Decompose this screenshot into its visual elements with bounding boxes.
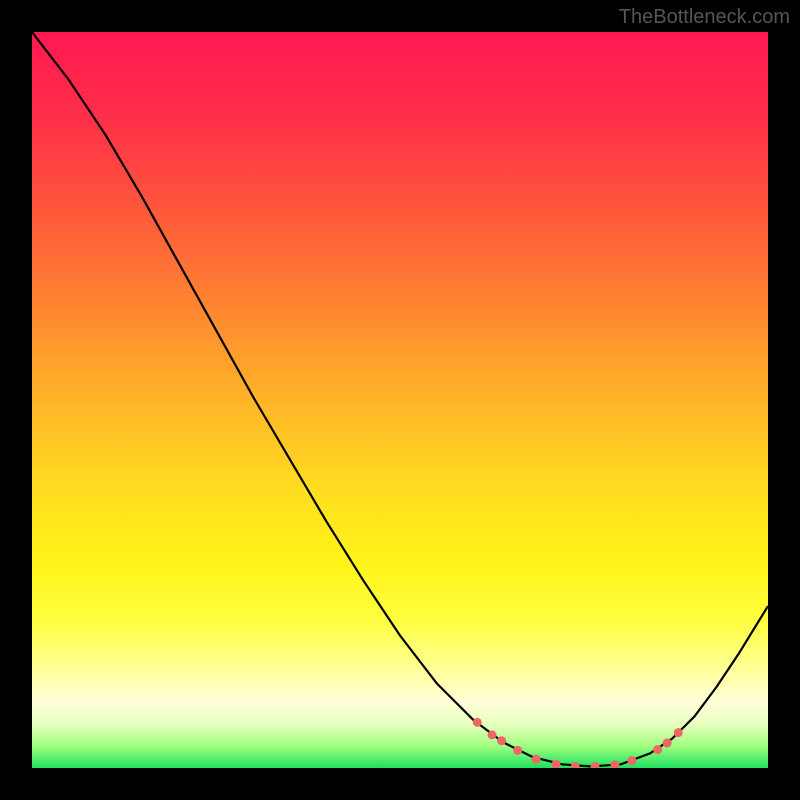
bottleneck-curve — [32, 32, 768, 768]
marker-point — [674, 728, 683, 737]
marker-point — [488, 730, 497, 739]
watermark-text: TheBottleneck.com — [619, 6, 790, 29]
marker-point — [513, 746, 522, 755]
marker-point — [571, 762, 580, 768]
marker-point — [627, 756, 636, 765]
marker-point — [591, 762, 600, 768]
marker-point — [473, 718, 482, 727]
marker-point — [663, 738, 672, 747]
marker-point — [653, 745, 662, 754]
marker-point — [610, 761, 619, 768]
plot-area — [32, 32, 768, 768]
marker-point — [532, 755, 541, 764]
marker-point — [497, 736, 506, 745]
